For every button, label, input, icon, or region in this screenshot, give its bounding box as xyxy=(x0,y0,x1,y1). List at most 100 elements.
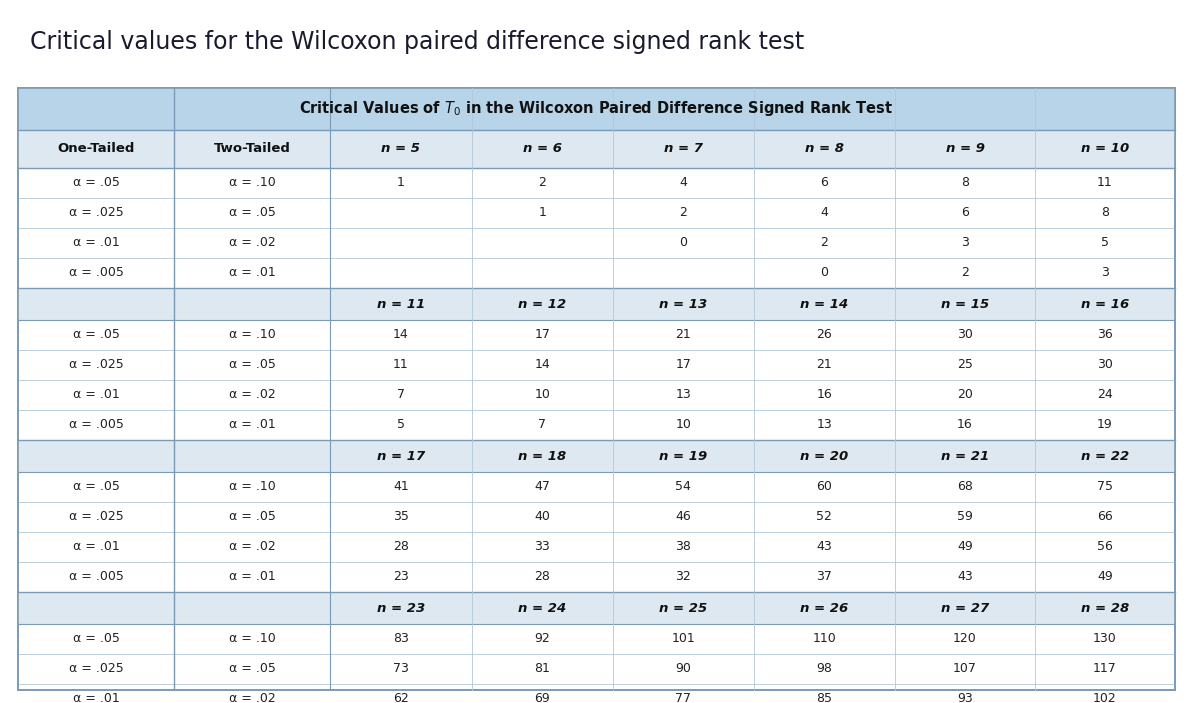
Text: 4: 4 xyxy=(679,176,688,190)
Text: 11: 11 xyxy=(1097,176,1112,190)
Text: 2: 2 xyxy=(961,266,968,280)
Text: Critical Values of $\mathit{T_0}$ in the Wilcoxon Paired Difference Signed Rank : Critical Values of $\mathit{T_0}$ in the… xyxy=(300,100,894,119)
Text: α = .10: α = .10 xyxy=(229,480,276,494)
Text: 93: 93 xyxy=(958,692,973,703)
Text: 17: 17 xyxy=(676,359,691,371)
Text: α = .005: α = .005 xyxy=(68,266,124,280)
Text: n = 10: n = 10 xyxy=(1081,143,1129,155)
Text: 28: 28 xyxy=(394,541,409,553)
Text: 35: 35 xyxy=(394,510,409,524)
Text: n = 24: n = 24 xyxy=(518,602,566,614)
Text: 56: 56 xyxy=(1097,541,1112,553)
Text: α = .025: α = .025 xyxy=(68,207,124,219)
Text: 11: 11 xyxy=(394,359,409,371)
Text: α = .02: α = .02 xyxy=(229,692,276,703)
Text: 19: 19 xyxy=(1097,418,1112,432)
Text: 24: 24 xyxy=(1097,389,1112,401)
Text: α = .01: α = .01 xyxy=(73,389,120,401)
Text: 8: 8 xyxy=(961,176,970,190)
Text: 32: 32 xyxy=(676,571,691,583)
Text: α = .05: α = .05 xyxy=(229,662,276,676)
Text: 14: 14 xyxy=(534,359,550,371)
Text: 21: 21 xyxy=(676,328,691,342)
Text: α = .05: α = .05 xyxy=(73,176,120,190)
Text: α = .01: α = .01 xyxy=(229,418,276,432)
Text: n = 11: n = 11 xyxy=(377,297,425,311)
Text: 0: 0 xyxy=(821,266,828,280)
Text: n = 6: n = 6 xyxy=(523,143,562,155)
Text: 7: 7 xyxy=(538,418,546,432)
Text: 46: 46 xyxy=(676,510,691,524)
Text: n = 7: n = 7 xyxy=(664,143,703,155)
Text: n = 13: n = 13 xyxy=(659,297,708,311)
Text: 37: 37 xyxy=(816,571,833,583)
Text: α = .05: α = .05 xyxy=(73,480,120,494)
Text: 43: 43 xyxy=(958,571,973,583)
Text: n = 16: n = 16 xyxy=(1081,297,1129,311)
Text: 47: 47 xyxy=(534,480,550,494)
Bar xyxy=(18,440,1175,472)
Text: 2: 2 xyxy=(679,207,688,219)
Text: 36: 36 xyxy=(1097,328,1112,342)
Text: α = .01: α = .01 xyxy=(73,692,120,703)
Text: n = 27: n = 27 xyxy=(941,602,989,614)
Text: 17: 17 xyxy=(534,328,550,342)
Text: 30: 30 xyxy=(1097,359,1112,371)
Text: 60: 60 xyxy=(816,480,833,494)
Text: 8: 8 xyxy=(1102,207,1109,219)
Text: 77: 77 xyxy=(676,692,691,703)
Text: n = 17: n = 17 xyxy=(377,449,425,463)
Text: n = 12: n = 12 xyxy=(518,297,566,311)
Text: α = .025: α = .025 xyxy=(68,510,124,524)
Text: 26: 26 xyxy=(816,328,833,342)
Text: n = 18: n = 18 xyxy=(518,449,566,463)
Text: 16: 16 xyxy=(958,418,973,432)
Text: 13: 13 xyxy=(676,389,691,401)
Text: 49: 49 xyxy=(958,541,973,553)
Text: 66: 66 xyxy=(1097,510,1112,524)
Text: 0: 0 xyxy=(679,236,688,250)
Text: 120: 120 xyxy=(953,633,977,645)
Text: 41: 41 xyxy=(394,480,409,494)
Text: 83: 83 xyxy=(394,633,409,645)
Text: 81: 81 xyxy=(534,662,550,676)
Text: 110: 110 xyxy=(812,633,836,645)
Text: n = 21: n = 21 xyxy=(941,449,989,463)
Text: α = .02: α = .02 xyxy=(229,389,276,401)
Text: Two-Tailed: Two-Tailed xyxy=(214,143,290,155)
Text: 85: 85 xyxy=(816,692,833,703)
Text: 28: 28 xyxy=(534,571,550,583)
Text: 68: 68 xyxy=(958,480,973,494)
Text: 75: 75 xyxy=(1097,480,1114,494)
Text: 10: 10 xyxy=(534,389,550,401)
Text: α = .05: α = .05 xyxy=(229,207,276,219)
Text: 3: 3 xyxy=(1102,266,1109,280)
Text: α = .005: α = .005 xyxy=(68,571,124,583)
Text: α = .05: α = .05 xyxy=(229,510,276,524)
Text: 23: 23 xyxy=(394,571,409,583)
Text: n = 28: n = 28 xyxy=(1081,602,1129,614)
Text: 3: 3 xyxy=(961,236,968,250)
Text: 4: 4 xyxy=(821,207,828,219)
Text: Critical values for the Wilcoxon paired difference signed rank test: Critical values for the Wilcoxon paired … xyxy=(30,30,804,54)
Text: α = .01: α = .01 xyxy=(73,541,120,553)
Text: α = .02: α = .02 xyxy=(229,236,276,250)
Text: 1: 1 xyxy=(538,207,546,219)
Text: 5: 5 xyxy=(1102,236,1109,250)
Text: α = .025: α = .025 xyxy=(68,359,124,371)
Text: 1: 1 xyxy=(397,176,404,190)
Text: 5: 5 xyxy=(397,418,404,432)
Text: 2: 2 xyxy=(821,236,828,250)
Text: α = .05: α = .05 xyxy=(73,633,120,645)
Text: 20: 20 xyxy=(958,389,973,401)
Bar xyxy=(18,88,1175,130)
Text: 25: 25 xyxy=(958,359,973,371)
Text: 30: 30 xyxy=(958,328,973,342)
Bar xyxy=(18,130,1175,168)
Text: α = .10: α = .10 xyxy=(229,633,276,645)
Text: α = .05: α = .05 xyxy=(73,328,120,342)
Text: n = 23: n = 23 xyxy=(377,602,425,614)
Text: α = .02: α = .02 xyxy=(229,541,276,553)
Text: 10: 10 xyxy=(676,418,691,432)
Text: α = .10: α = .10 xyxy=(229,328,276,342)
